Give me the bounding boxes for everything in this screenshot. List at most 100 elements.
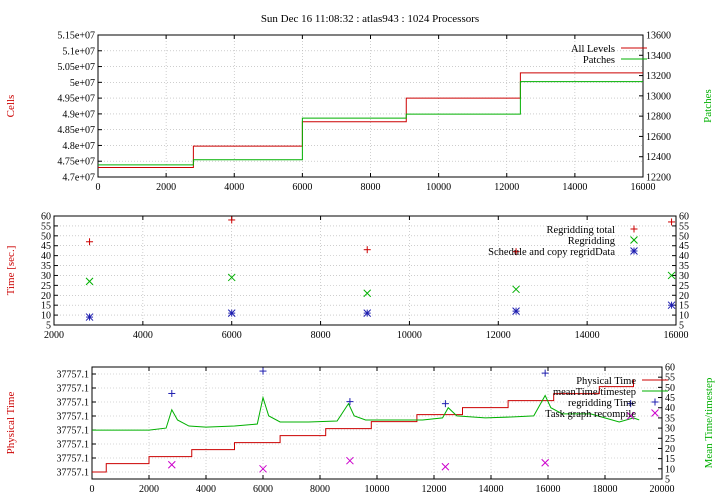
regridding-time-point	[168, 389, 176, 397]
y2-tick-label: 12200	[646, 173, 671, 184]
y2-tick-label: 50	[665, 383, 675, 394]
schedule-and-copy-regriddata-point-d2	[227, 309, 236, 317]
y2-tick-label: 35	[679, 261, 689, 272]
regridding-point-d2	[85, 277, 94, 286]
x-tick-label: 0	[90, 484, 95, 495]
legend-marker-d2	[630, 247, 638, 255]
legend-marker	[630, 247, 638, 255]
all-levels-line	[98, 72, 643, 169]
task-graph-recompile-point	[441, 462, 450, 471]
x-tick-label: 2000	[139, 484, 159, 495]
y-tick-label: 5	[46, 321, 51, 332]
regridding-total-point	[363, 246, 371, 254]
y2-tick-label: 15	[679, 301, 689, 312]
x-tick-label: 8000	[310, 484, 330, 495]
y2-tick-label: 10	[665, 464, 675, 475]
task-graph-recompile-point-d2	[541, 458, 550, 467]
y-tick-label: 37757.1	[57, 440, 90, 451]
task-graph-recompile-point-d2	[346, 456, 354, 465]
x-tick-label: 4000	[224, 182, 244, 193]
task-graph-recompile-point	[626, 412, 635, 420]
task-graph-recompile-point-d2	[167, 460, 176, 469]
y-axis-title: Cells	[5, 95, 17, 118]
y2-tick-label: 45	[665, 393, 675, 404]
physical-time-panel: 0 2000 4000 6000 8000 10000 12000 14000 16000 180…	[5, 363, 715, 496]
y2-tick-label: 60	[679, 212, 689, 223]
schedule-and-copy-regriddata-point	[363, 309, 372, 317]
regridding-point	[227, 273, 236, 282]
y-tick-label: 30	[41, 271, 51, 282]
y2-tick-label: 20	[665, 444, 675, 455]
y-tick-label: 37757.1	[57, 412, 90, 423]
y-tick-label: 37757.1	[57, 454, 90, 465]
regridding-total-point	[228, 216, 236, 224]
x-tick-label: 16000	[631, 182, 656, 193]
legend-marker-d2	[651, 409, 659, 417]
task-graph-recompile-point-d2	[626, 412, 635, 420]
regridding-total-point	[86, 238, 94, 246]
legend-label: Physical Time	[576, 376, 636, 387]
legend-label: Regridding total	[546, 225, 615, 236]
regridding-point	[512, 285, 520, 294]
y-tick-label: 55	[41, 221, 51, 232]
y-tick-label: 10	[41, 311, 51, 322]
y-tick-label: 5.1e+07	[62, 46, 95, 57]
y-tick-label: 50	[41, 231, 51, 242]
regridding-point-d2	[667, 271, 676, 280]
regridding-point-d2	[512, 285, 520, 294]
x-tick-label: 16000	[536, 484, 561, 495]
legend-marker	[651, 398, 659, 406]
x-tick-label: 2000	[156, 182, 176, 193]
y-tick-label: 35	[41, 261, 51, 272]
regridding-total-point	[512, 248, 520, 256]
regridding-time-point	[441, 400, 449, 408]
y-tick-label: 5.05e+07	[57, 62, 95, 73]
y-tick-label: 4.95e+07	[57, 94, 95, 105]
legend-label: Patches	[583, 55, 615, 66]
physical-time-line	[92, 379, 634, 473]
y2-tick-label: 50	[679, 231, 689, 242]
regridding-time-point	[346, 398, 354, 406]
y2-tick-label: 12600	[646, 132, 671, 143]
x-tick-label: 18000	[593, 484, 618, 495]
schedule-and-copy-regriddata-point	[667, 301, 676, 310]
y2-tick-label: 15	[665, 454, 675, 465]
y-tick-label: 20	[41, 291, 51, 302]
task-graph-recompile-point-d2	[441, 462, 450, 471]
regridding-point-d2	[363, 289, 372, 298]
y2-tick-label: 12800	[646, 112, 671, 123]
schedule-and-copy-regriddata-point	[512, 307, 520, 315]
x-tick-label: 0	[96, 182, 101, 193]
regridding-total-point	[668, 218, 676, 226]
regridding-point	[85, 277, 94, 286]
x-tick-label: 6000	[292, 182, 312, 193]
y2-tick-label: 13000	[646, 91, 671, 102]
y2-tick-label: 55	[665, 373, 675, 384]
y2-axis-title: Patches	[702, 89, 714, 123]
y-tick-label: 5.15e+07	[57, 31, 95, 42]
x-tick-label: 14000	[575, 330, 600, 341]
x-tick-label: 20000	[650, 484, 675, 495]
legend-marker	[651, 409, 659, 417]
x-tick-label: 8000	[311, 330, 331, 341]
regridding-time-point	[541, 369, 549, 377]
x-tick-label: 14000	[479, 484, 504, 495]
y2-tick-label: 60	[665, 363, 675, 374]
y-tick-label: 45	[41, 241, 51, 252]
x-tick-label: 10000	[397, 330, 422, 341]
y2-tick-label: 30	[679, 271, 689, 282]
meantime-timestep-line	[92, 394, 640, 431]
plot-frame	[53, 215, 677, 326]
y-tick-label: 4.75e+07	[57, 157, 95, 168]
x-tick-label: 10000	[365, 484, 390, 495]
legend-label: Task graph recompile	[545, 409, 636, 420]
y2-tick-label: 12400	[646, 152, 671, 163]
y2-tick-label: 13400	[646, 51, 671, 62]
y2-tick-label: 10	[679, 311, 689, 322]
y2-axis-title: Mean Time/timestep	[703, 377, 715, 468]
regrid-time-panel: 2000 4000 6000 8000 10000 12000 14000 160005101…	[5, 212, 689, 342]
y2-tick-label: 25	[679, 281, 689, 292]
schedule-and-copy-regriddata-point-d2	[512, 307, 520, 315]
y2-tick-label: 55	[679, 221, 689, 232]
